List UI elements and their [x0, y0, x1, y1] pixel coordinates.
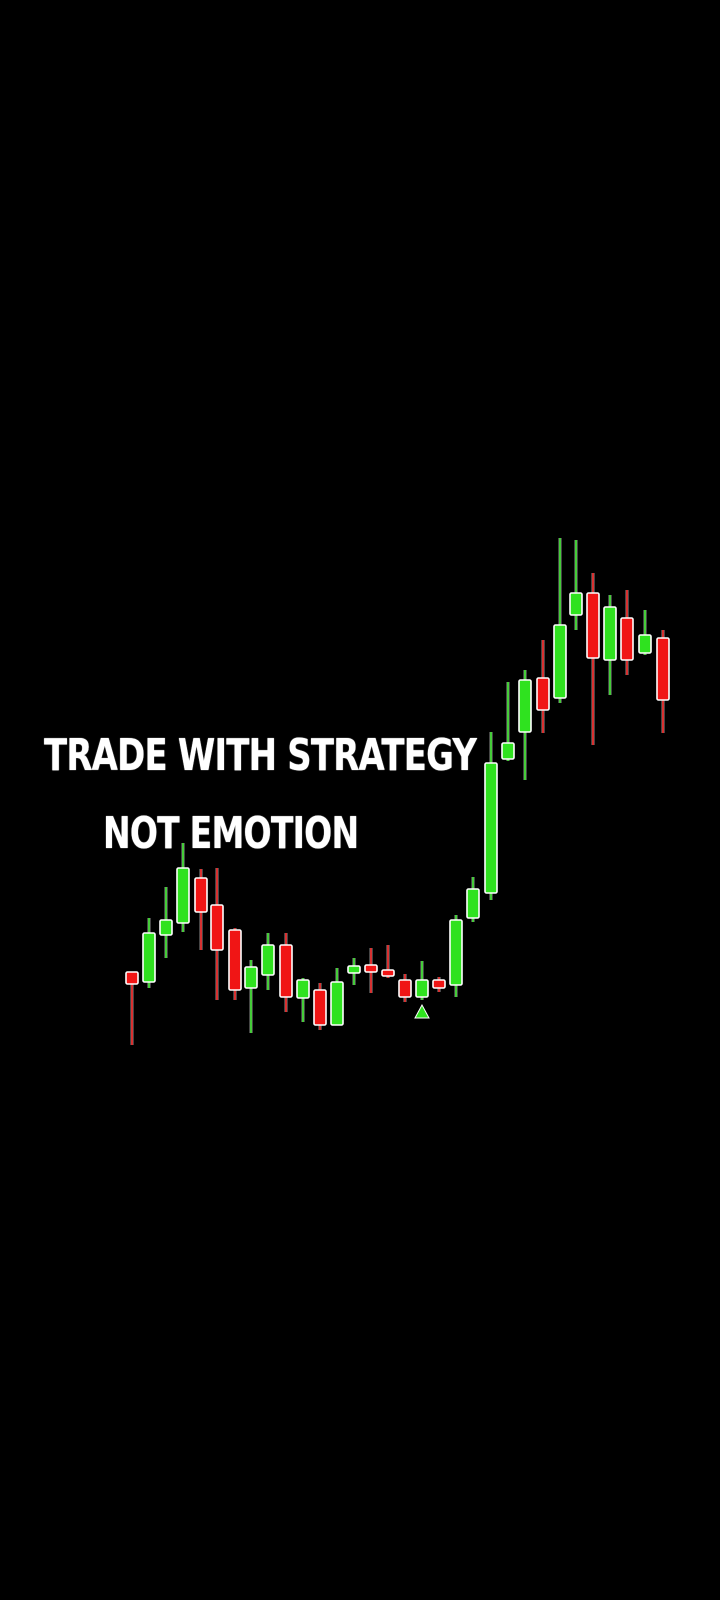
candlestick [501, 682, 515, 761]
bullish-candle-body [142, 932, 156, 983]
candlestick [484, 732, 498, 900]
bearish-candle-body [228, 929, 242, 991]
candlestick [159, 887, 173, 958]
bearish-candle-body [620, 617, 634, 661]
bullish-candle-body [484, 762, 498, 894]
candlestick [638, 610, 652, 655]
candlestick [313, 983, 327, 1030]
bearish-candle-body [536, 677, 550, 711]
candlestick [398, 974, 412, 1002]
bullish-candle-body [569, 592, 583, 616]
bearish-candle-body [586, 592, 600, 659]
bearish-candle-body [364, 964, 378, 973]
candlestick [518, 670, 532, 780]
candlestick [603, 595, 617, 695]
bullish-candle-body [296, 979, 310, 999]
bullish-candle-body [244, 966, 258, 989]
bullish-candle-body [553, 624, 567, 699]
candlestick [449, 915, 463, 997]
bullish-candle-body [415, 979, 429, 998]
bearish-candle-body [313, 989, 327, 1026]
candlestick [330, 968, 344, 1026]
candlestick [228, 928, 242, 1000]
candlestick [244, 960, 258, 1033]
candlestick [656, 630, 670, 733]
bullish-candle-body [347, 965, 361, 974]
bullish-candle-body [501, 742, 515, 760]
bearish-candle-body [432, 979, 446, 989]
bearish-candle-body [210, 904, 224, 951]
bullish-candle-body [638, 634, 652, 654]
bullish-candle-body [466, 888, 480, 919]
bullish-candle-body [261, 944, 275, 976]
headline-line-1: TRADE WITH STRATEGY [44, 730, 477, 781]
candlestick [466, 877, 480, 922]
bearish-candle-body [125, 971, 139, 985]
bearish-candle-body [381, 969, 395, 977]
candlestick [125, 971, 139, 1045]
candlestick [261, 933, 275, 990]
candlestick [415, 961, 429, 1000]
candlestick [210, 868, 224, 1000]
candlestick [176, 843, 190, 932]
bearish-candle-body [279, 944, 293, 998]
candlestick [620, 590, 634, 675]
candlestick [142, 918, 156, 988]
candlestick [364, 948, 378, 993]
candlestick [432, 977, 446, 992]
bearish-candle-body [398, 979, 412, 998]
candlestick [553, 538, 567, 703]
bullish-candle-body [603, 606, 617, 661]
candlestick [194, 869, 208, 950]
candlestick [536, 640, 550, 733]
candlestick [586, 573, 600, 745]
candlestick [296, 978, 310, 1022]
bullish-candle-body [176, 867, 190, 924]
candlestick [569, 540, 583, 630]
bullish-candle-body [449, 919, 463, 986]
candlestick [279, 933, 293, 1012]
candlestick [347, 958, 361, 985]
headline-line-2: NOT EMOTION [103, 808, 359, 859]
candlestick [381, 945, 395, 978]
bearish-candle-body [656, 637, 670, 701]
up-triangle-icon [414, 1003, 430, 1019]
bullish-candle-body [159, 919, 173, 936]
bullish-candle-body [518, 679, 532, 733]
bullish-candle-body [330, 981, 344, 1026]
bearish-candle-body [194, 877, 208, 913]
